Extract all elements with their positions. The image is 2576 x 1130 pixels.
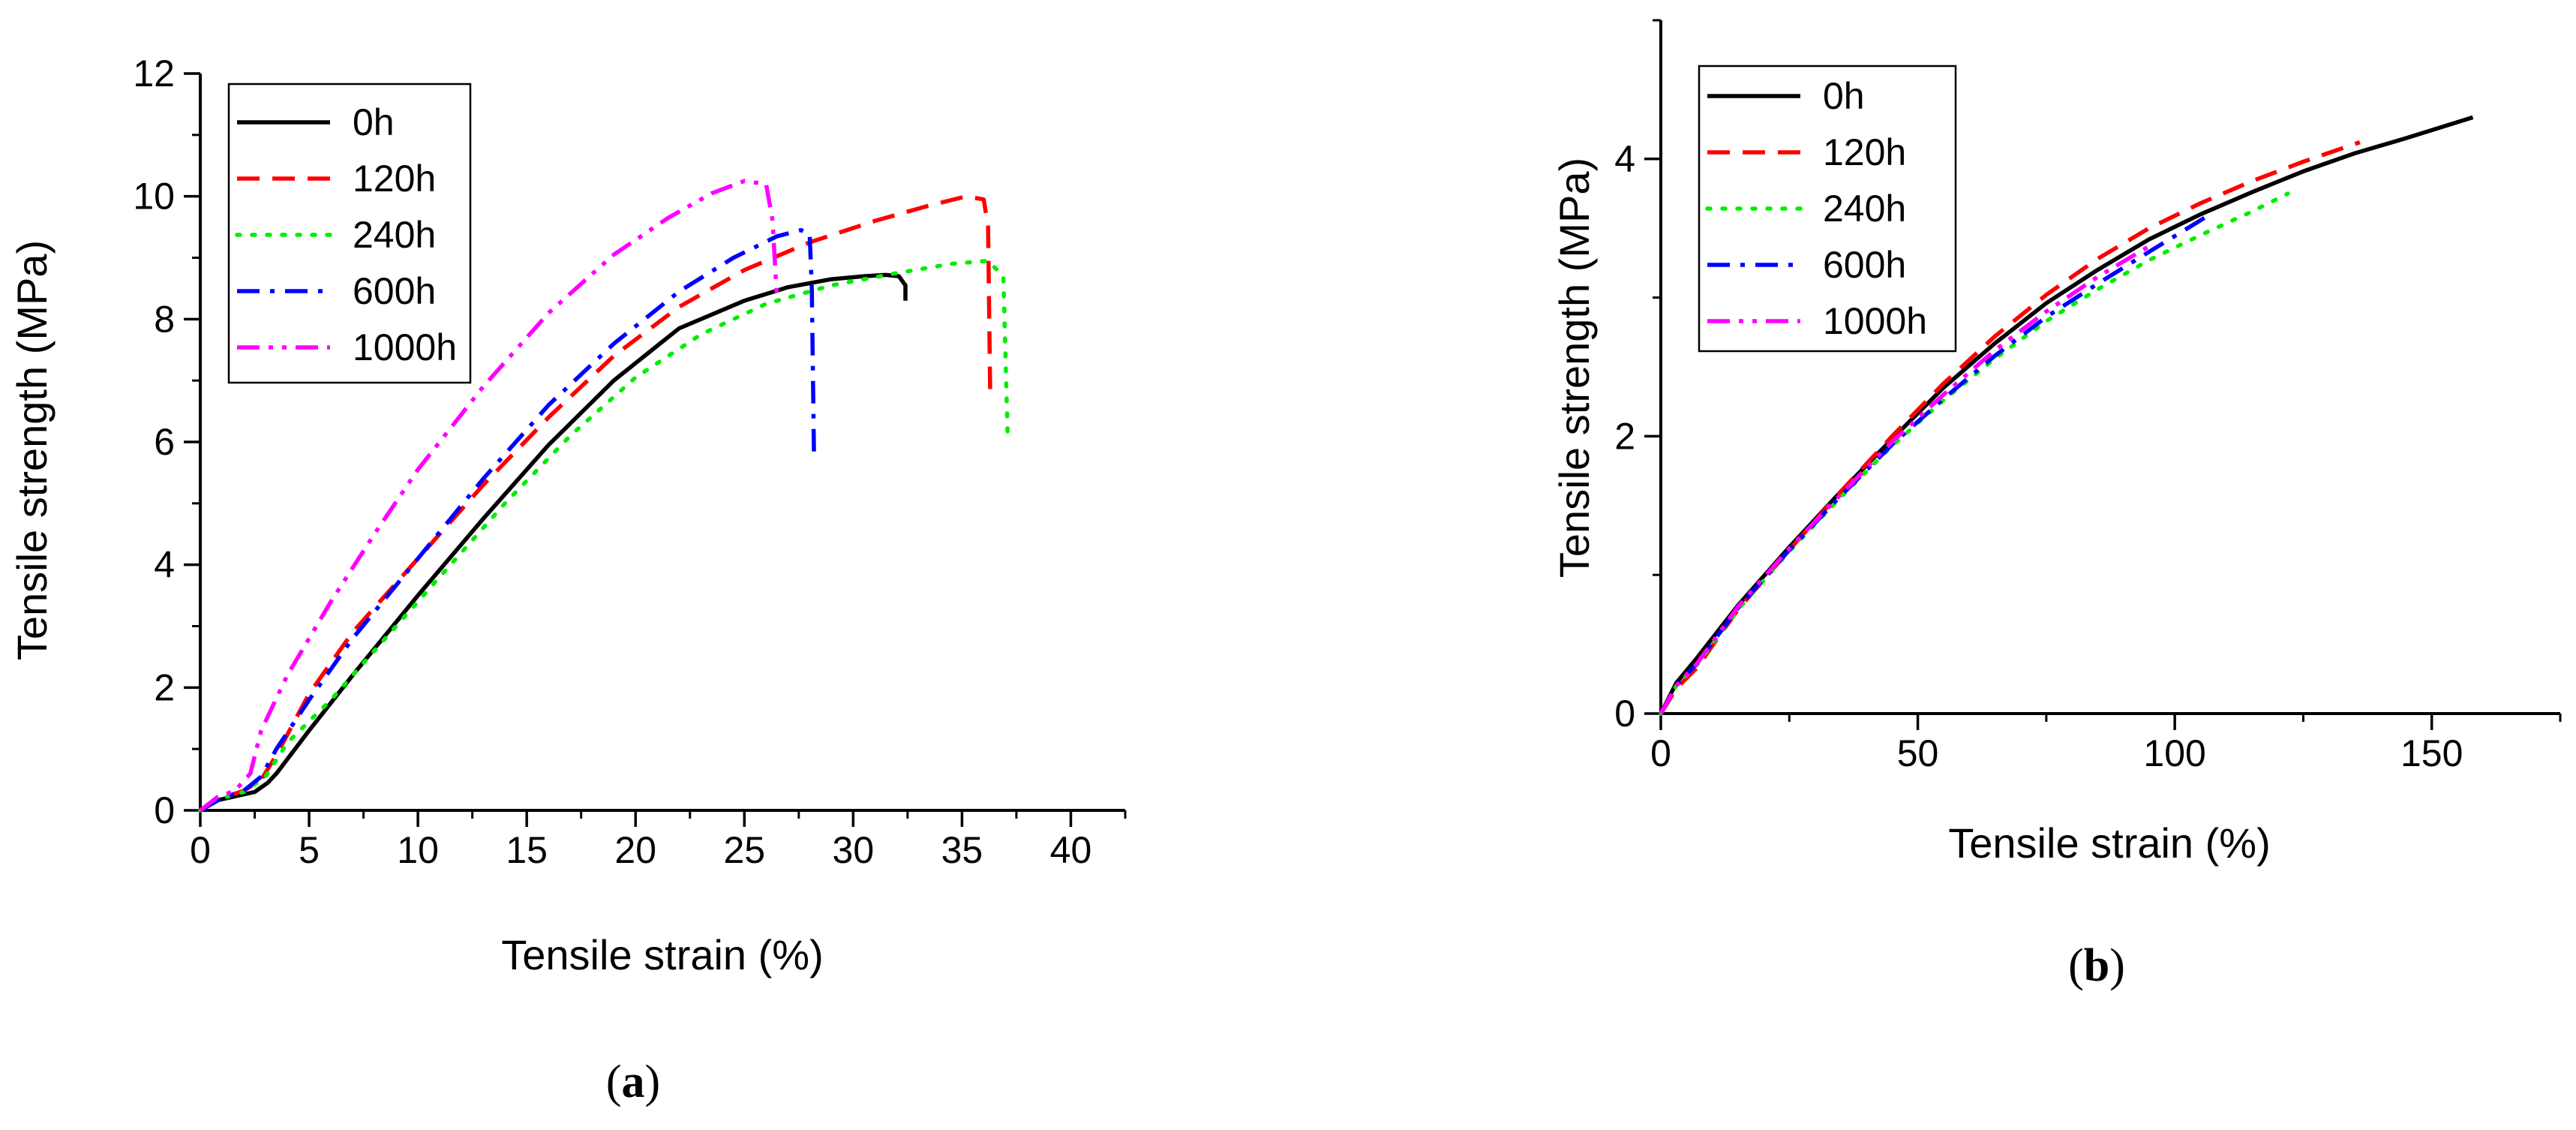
chart-b-legend-label: 120h	[1823, 131, 1906, 173]
chart-b-x-tick-label: 50	[1897, 732, 1939, 774]
chart-a-y-axis-label: Tensile strength (MPa)	[8, 240, 56, 660]
chart-a-x-tick-label: 30	[833, 829, 875, 871]
chart-a-y-tick-label: 4	[154, 544, 175, 586]
chart-a-series-120h	[199, 194, 992, 813]
chart-b-x-tick-label: 0	[1650, 732, 1671, 774]
chart-b-series	[1659, 115, 2474, 716]
chart-a-x-axis-label: Tensile strain (%)	[501, 931, 823, 978]
chart-b-y-tick-label: 4	[1614, 138, 1635, 180]
panel-label-a: (a)	[606, 1056, 660, 1107]
chart-a-legend-label: 120h	[353, 158, 436, 200]
panel-label-b: (b)	[2068, 940, 2125, 991]
chart-b-y-tick-label: 2	[1614, 415, 1635, 457]
chart-b-legend: 0h 120h 240h 600h 1000h	[1698, 65, 1957, 353]
chart-a-y-tick-label: 10	[133, 176, 175, 218]
chart-a-y-ticks: 0 2 4 6 8 10 12	[133, 53, 200, 831]
chart-b-x-tick-label: 150	[2400, 732, 2463, 774]
chart-b-legend-label: 0h	[1823, 75, 1865, 117]
chart-b-y-tick-label: 0	[1614, 693, 1635, 735]
chart-b-x-ticks: 0 50 100 150	[1650, 714, 2562, 774]
chart-a-legend-label: 240h	[353, 214, 436, 256]
chart-a-legend-label: 600h	[353, 270, 436, 312]
chart-a-y-tick-label: 12	[133, 53, 175, 95]
chart-a-series	[198, 179, 1010, 813]
chart-b: 0 50 100 150 0 2 4 0h 120h 240h 600h 1000h Tensil…	[1551, 19, 2562, 991]
chart-b-series-240h	[1659, 191, 2290, 716]
chart-a-x-tick-label: 10	[397, 829, 439, 871]
chart-b-y-ticks: 0 2 4	[1614, 19, 1661, 735]
panel-label-b-close: )	[2109, 940, 2125, 991]
chart-a-x-tick-label: 15	[506, 829, 548, 871]
chart-a-series-240h	[198, 258, 1010, 813]
chart-a-x-ticks: 0 5 10 15 20 25 30 35 40	[190, 810, 1127, 871]
chart-a-y-tick-label: 8	[154, 298, 175, 340]
chart-b-legend-label: 240h	[1823, 188, 1906, 230]
chart-a-legend-label: 1000h	[353, 326, 457, 368]
chart-a-x-tick-label: 5	[299, 829, 320, 871]
chart-a-series-600h	[199, 227, 816, 813]
panel-label-a-letter: a	[622, 1056, 645, 1107]
chart-a-x-tick-label: 0	[190, 829, 211, 871]
panel-label-a-open: (	[606, 1056, 622, 1107]
chart-b-y-axis-label: Tensile strength (MPa)	[1551, 158, 1598, 578]
chart-a-y-tick-label: 6	[154, 421, 175, 463]
chart-a-y-tick-label: 0	[154, 789, 175, 831]
chart-b-legend-label: 1000h	[1823, 300, 1927, 342]
chart-a-x-tick-label: 35	[941, 829, 983, 871]
chart-a: 0 5 10 15 20 25 30 35 40 0 2 4 6 8 10 12 0h 120h 240h 600…	[8, 53, 1127, 1107]
chart-a-x-tick-label: 25	[723, 829, 765, 871]
chart-a-y-tick-label: 2	[154, 666, 175, 708]
panel-label-a-close: )	[645, 1056, 661, 1107]
chart-b-x-axis-label: Tensile strain (%)	[1948, 819, 2270, 867]
panel-label-b-open: (	[2068, 940, 2084, 991]
chart-a-legend: 0h 120h 240h 600h 1000h	[227, 83, 472, 384]
chart-b-x-tick-label: 100	[2143, 732, 2205, 774]
chart-b-series-120h	[1659, 140, 2361, 715]
chart-a-series-1000h	[199, 179, 779, 813]
chart-a-x-tick-label: 40	[1050, 829, 1092, 871]
chart-a-legend-label: 0h	[353, 101, 395, 143]
panel-label-b-letter: b	[2084, 940, 2109, 991]
chart-a-x-tick-label: 20	[614, 829, 656, 871]
chart-b-legend-label: 600h	[1823, 244, 1906, 286]
